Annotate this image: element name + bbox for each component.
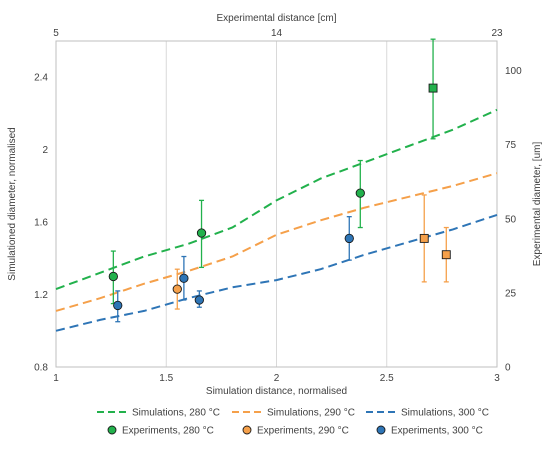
bottom-tick-label: 1 (53, 373, 59, 384)
legend-label: Simulations, 290 °C (267, 408, 355, 419)
bottom-tick-label: 2 (274, 373, 280, 384)
left-tick-label: 2 (42, 145, 48, 156)
left-axis-title: Simulationed diameter, normalised (7, 127, 18, 280)
data-point (355, 188, 365, 198)
bottom-tick-label: 2.5 (380, 373, 394, 384)
legend-label: Experiments, 300 °C (391, 426, 483, 437)
bottom-tick-label: 1.5 (159, 373, 173, 384)
left-tick-label: 2.4 (34, 73, 48, 84)
right-tick-label: 0 (505, 363, 511, 374)
legend-label: Simulations, 300 °C (401, 408, 489, 419)
top-axis-title: Experimental distance [cm] (216, 13, 336, 24)
left-tick-label: 1.6 (34, 218, 48, 229)
top-tick-label: 5 (53, 28, 59, 39)
bottom-tick-label: 3 (494, 373, 500, 384)
data-point-square (419, 233, 429, 243)
data-point (172, 284, 182, 294)
plot-frame (55, 40, 498, 368)
data-point-square (441, 250, 451, 260)
legend-marker-swatch (107, 425, 117, 435)
series-layer (55, 38, 498, 332)
left-tick-label: 1.2 (34, 290, 48, 301)
data-point-square (428, 83, 438, 93)
legend: Simulations, 280 °C Simulations, 290 °C Si… (97, 408, 489, 437)
right-tick-label: 75 (505, 140, 517, 151)
axis-labels: Experimental distance [cm] Simulation di… (7, 13, 543, 397)
data-point (344, 233, 354, 244)
data-point (108, 271, 118, 282)
legend-marker-swatch (376, 425, 386, 435)
legend-label: Experiments, 290 °C (257, 426, 349, 437)
right-tick-label: 50 (505, 214, 517, 225)
data-point (196, 228, 207, 238)
left-tick-label: 0.8 (34, 363, 48, 374)
right-axis-title: Experimental diameter, [um] (532, 142, 543, 267)
data-point (179, 273, 189, 283)
top-tick-label: 14 (271, 28, 283, 39)
legend-label: Experiments, 280 °C (122, 426, 214, 437)
bottom-axis-title: Simulation distance, normalised (206, 386, 347, 397)
legend-label: Simulations, 280 °C (132, 408, 220, 419)
data-point (194, 295, 204, 305)
series-line (55, 172, 498, 312)
data-point (113, 300, 123, 311)
right-tick-label: 25 (505, 288, 517, 299)
series-line (55, 108, 498, 291)
top-tick-label: 23 (491, 28, 503, 39)
legend-marker-swatch (242, 425, 252, 435)
right-tick-label: 100 (505, 66, 522, 77)
